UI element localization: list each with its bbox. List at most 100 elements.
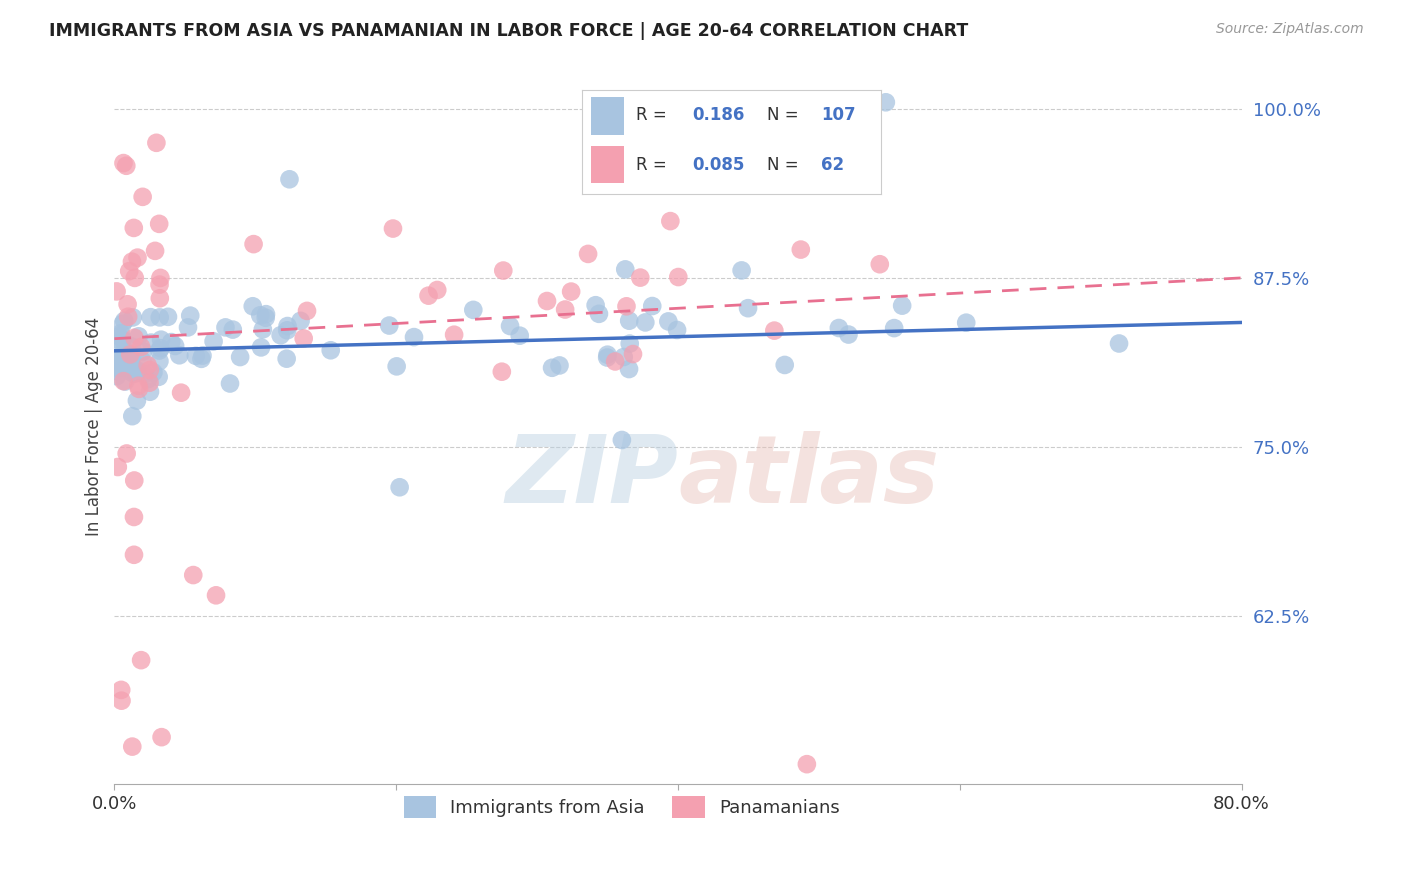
Point: [148, 369, 170, 384]
Point: [222, 323, 245, 337]
Y-axis label: In Labor Force | Age 20-64: In Labor Force | Age 20-64: [86, 317, 103, 536]
Point: [796, 757, 818, 772]
Point: [112, 355, 135, 369]
Point: [120, 353, 142, 368]
Point: [614, 262, 637, 277]
Point: [588, 307, 610, 321]
Point: [1108, 336, 1130, 351]
Point: [139, 310, 162, 325]
Text: IMMIGRANTS FROM ASIA VS PANAMANIAN IN LABOR FORCE | AGE 20-64 CORRELATION CHART: IMMIGRANTS FROM ASIA VS PANAMANIAN IN LA…: [49, 22, 969, 40]
Point: [120, 347, 142, 361]
Point: [118, 349, 141, 363]
Point: [491, 365, 513, 379]
Point: [560, 285, 582, 299]
Point: [132, 344, 155, 359]
Point: [114, 345, 136, 359]
Text: Source: ZipAtlas.com: Source: ZipAtlas.com: [1216, 22, 1364, 37]
Point: [463, 302, 485, 317]
Point: [145, 136, 167, 150]
Point: [165, 339, 187, 353]
Point: [139, 384, 162, 399]
Point: [628, 270, 651, 285]
Point: [426, 283, 449, 297]
Point: [548, 359, 571, 373]
Point: [730, 263, 752, 277]
Point: [115, 446, 138, 460]
Point: [292, 331, 315, 345]
Point: [666, 270, 689, 285]
Point: [177, 320, 200, 334]
Point: [148, 354, 170, 368]
Point: [129, 653, 152, 667]
Point: [125, 366, 148, 380]
Point: [229, 350, 252, 364]
Point: [105, 369, 128, 384]
Point: [169, 348, 191, 362]
Point: [118, 264, 141, 278]
Point: [378, 318, 401, 333]
Point: [828, 321, 851, 335]
Point: [121, 739, 143, 754]
Point: [150, 730, 173, 744]
Point: [276, 323, 298, 337]
Point: [149, 341, 172, 355]
Point: [443, 327, 465, 342]
Point: [121, 359, 143, 373]
Point: [149, 291, 172, 305]
Point: [124, 271, 146, 285]
Point: [610, 433, 633, 447]
Point: [499, 318, 522, 333]
Point: [105, 285, 128, 299]
Point: [179, 309, 201, 323]
Point: [131, 354, 153, 368]
Point: [112, 156, 135, 170]
Point: [634, 315, 657, 329]
Point: [402, 330, 425, 344]
Point: [955, 316, 977, 330]
Point: [242, 237, 264, 252]
Legend: Immigrants from Asia, Panamanians: Immigrants from Asia, Panamanians: [396, 789, 846, 825]
Point: [112, 374, 135, 388]
Point: [616, 299, 638, 313]
Point: [596, 351, 619, 365]
Point: [619, 314, 641, 328]
Point: [125, 393, 148, 408]
Point: [139, 363, 162, 377]
Point: [107, 460, 129, 475]
Point: [869, 257, 891, 271]
Point: [576, 247, 599, 261]
Point: [170, 385, 193, 400]
Point: [142, 365, 165, 379]
Point: [115, 353, 138, 368]
Point: [138, 376, 160, 390]
Point: [254, 310, 277, 325]
Point: [139, 335, 162, 350]
Point: [621, 347, 644, 361]
Point: [136, 372, 159, 386]
Point: [278, 172, 301, 186]
Point: [105, 339, 128, 353]
Point: [837, 327, 859, 342]
Point: [790, 243, 813, 257]
Point: [190, 351, 212, 366]
Point: [149, 271, 172, 285]
Point: [111, 349, 134, 363]
Point: [763, 324, 786, 338]
Text: atlas: atlas: [678, 431, 939, 523]
Point: [249, 308, 271, 322]
Point: [585, 298, 607, 312]
Point: [388, 480, 411, 494]
Point: [254, 307, 277, 321]
Point: [205, 588, 228, 602]
Point: [115, 159, 138, 173]
Point: [117, 310, 139, 324]
Point: [107, 361, 129, 376]
Point: [148, 343, 170, 358]
Point: [191, 349, 214, 363]
Point: [150, 333, 173, 347]
Point: [773, 358, 796, 372]
Point: [657, 314, 679, 328]
Point: [202, 334, 225, 349]
Point: [875, 95, 897, 110]
Point: [122, 367, 145, 381]
